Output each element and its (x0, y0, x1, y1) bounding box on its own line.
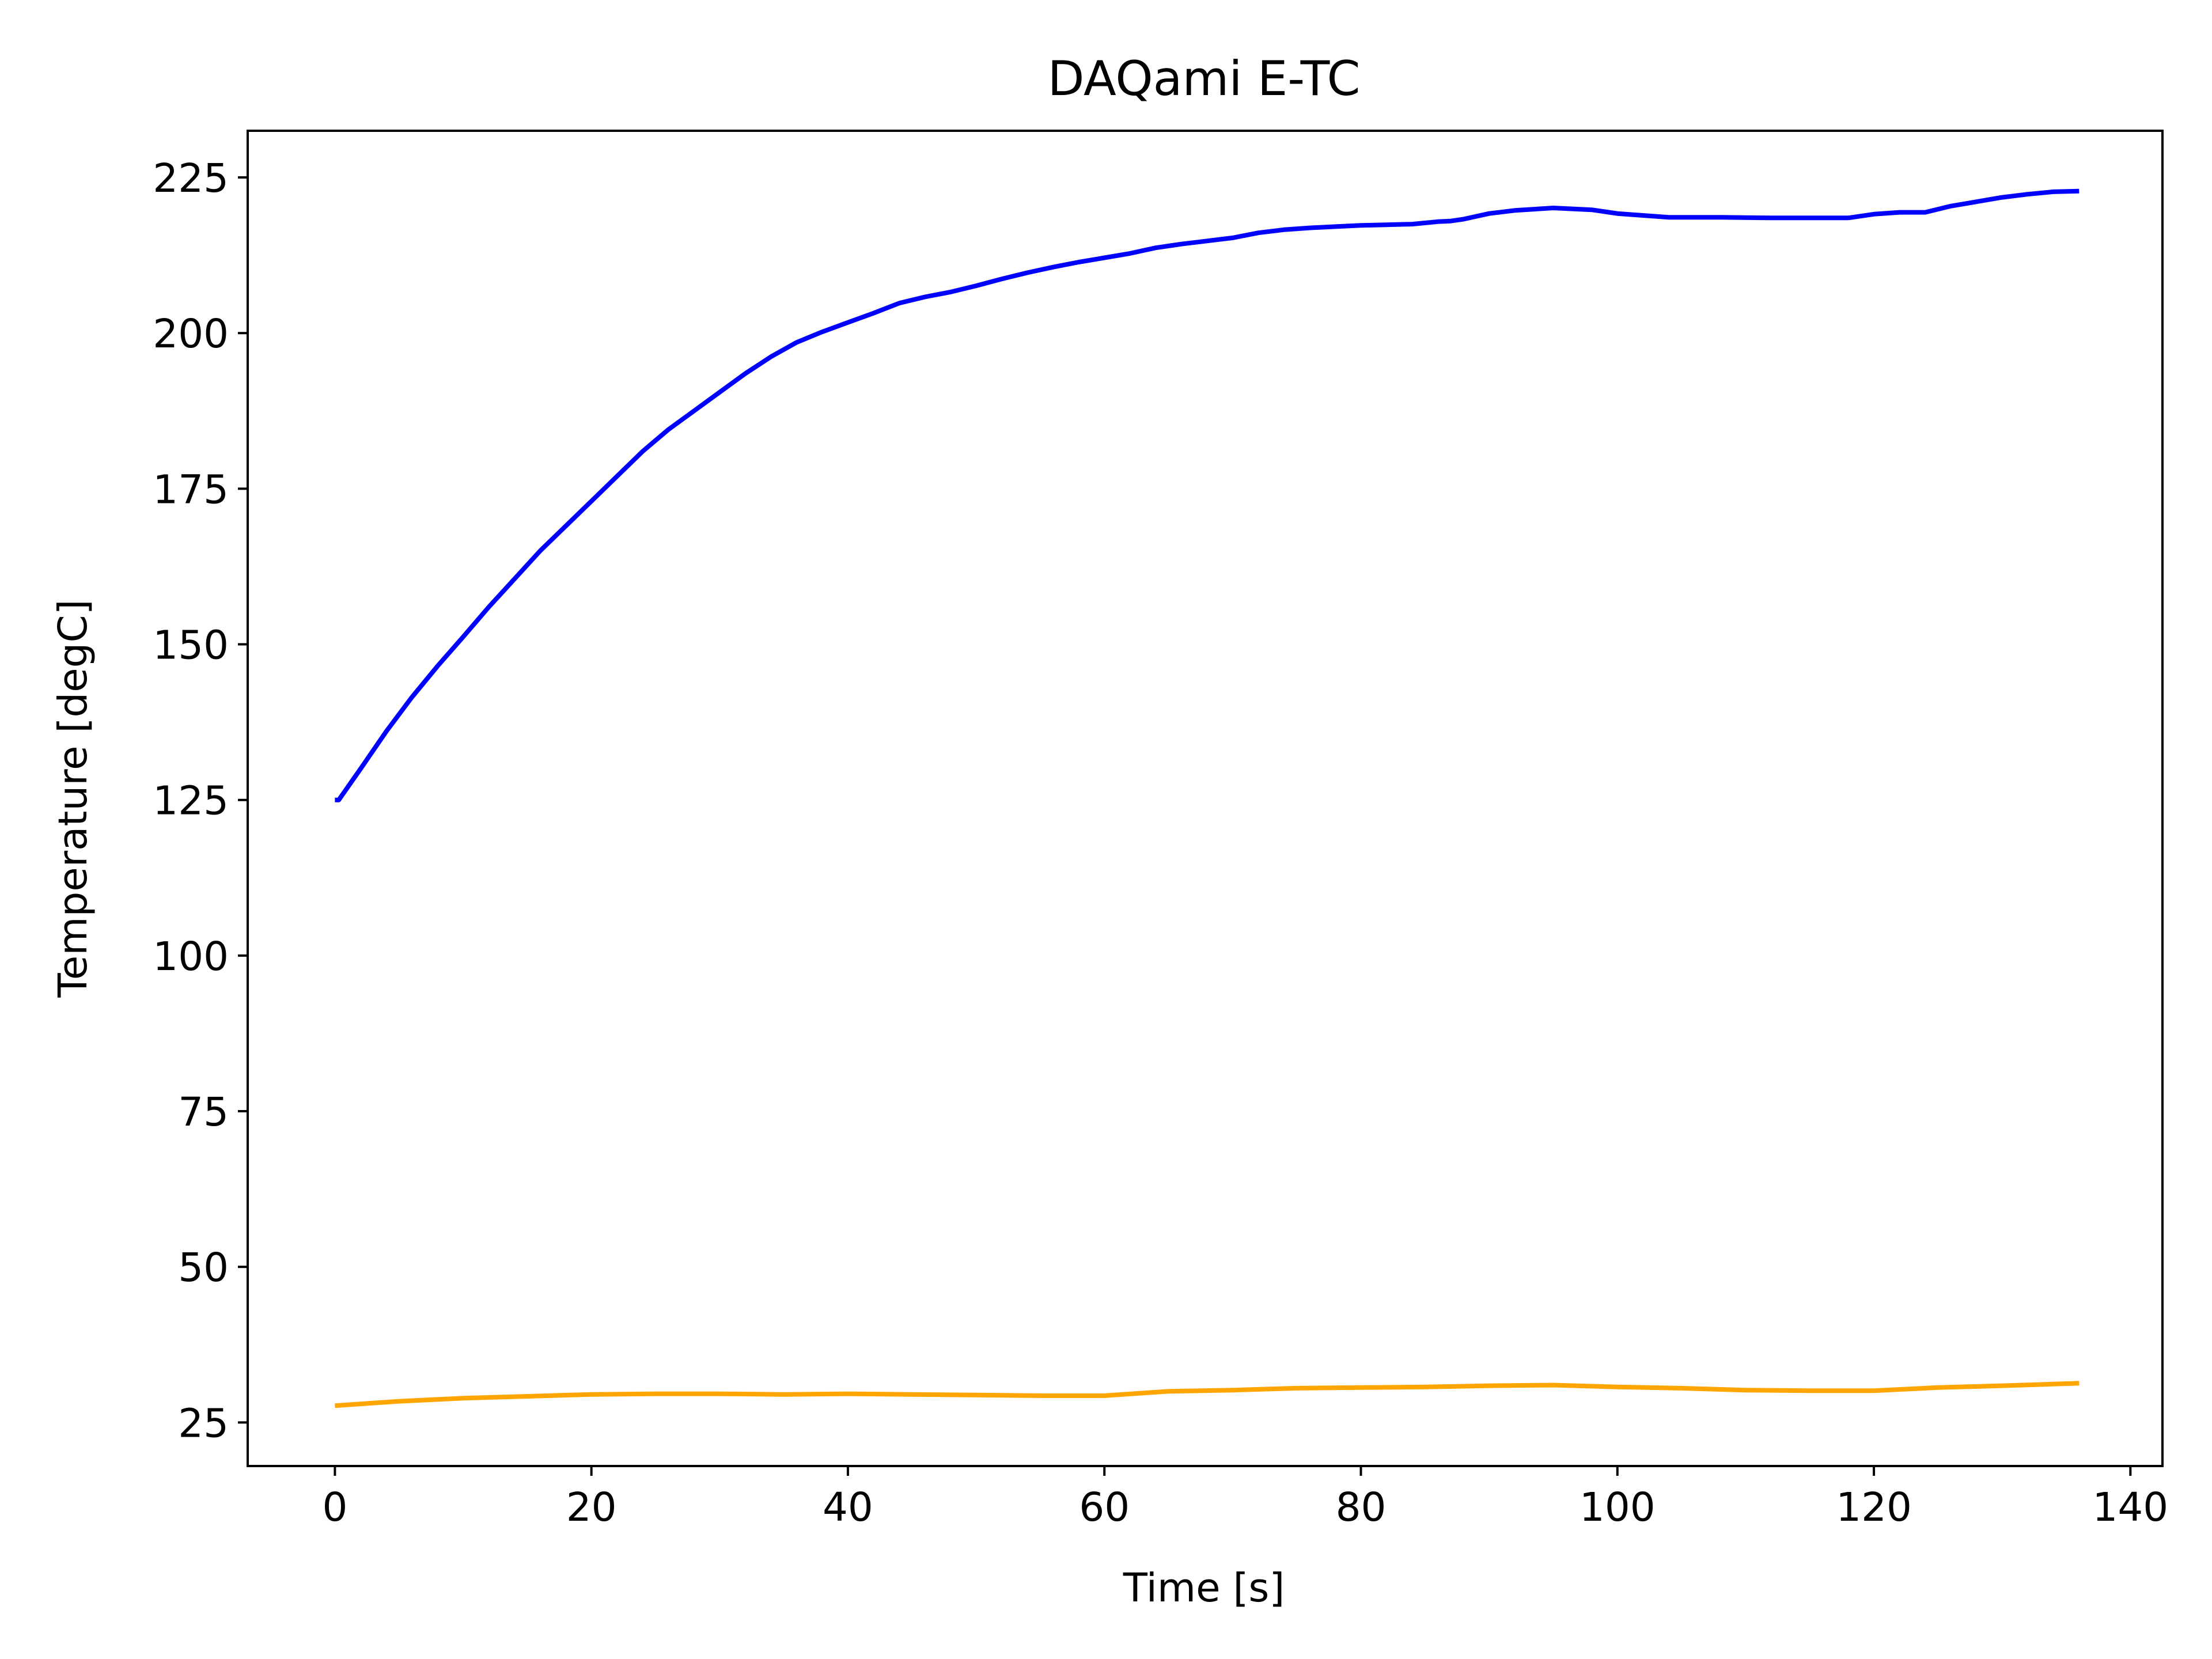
chart-title: DAQami E-TC (1048, 51, 1361, 107)
x-tick-label: 140 (2092, 1484, 2168, 1531)
y-tick-label: 225 (153, 156, 229, 202)
y-axis: 25 50 75 100 125 150 175 200 225 (153, 156, 248, 1446)
y-tick-label: 125 (153, 778, 229, 824)
x-tick-label: 60 (1079, 1484, 1130, 1531)
x-axis: 0 20 40 60 80 100 120 140 (322, 1466, 2168, 1531)
series-line-2 (335, 1381, 2080, 1408)
series-layer (335, 188, 2080, 1408)
x-tick-label: 120 (1836, 1484, 1912, 1531)
y-tick-label: 175 (153, 467, 229, 513)
series-line-1 (335, 188, 2080, 802)
y-tick-label: 150 (153, 623, 229, 669)
x-tick-label: 40 (823, 1484, 873, 1531)
x-tick-label: 0 (322, 1484, 347, 1531)
plot-area (247, 130, 2164, 1467)
x-tick-label: 20 (566, 1484, 617, 1531)
x-tick-label: 100 (1580, 1484, 1656, 1531)
y-tick-label: 100 (153, 934, 229, 980)
y-axis-label: Temperature [degC] (50, 599, 96, 998)
y-tick-label: 200 (153, 311, 229, 357)
plot-frame (247, 130, 2164, 1467)
y-tick-label: 25 (178, 1400, 229, 1446)
x-axis-label: Time [s] (1123, 1565, 1285, 1611)
x-tick-label: 80 (1336, 1484, 1387, 1531)
y-tick-label: 50 (178, 1245, 229, 1291)
y-tick-label: 75 (178, 1089, 229, 1135)
